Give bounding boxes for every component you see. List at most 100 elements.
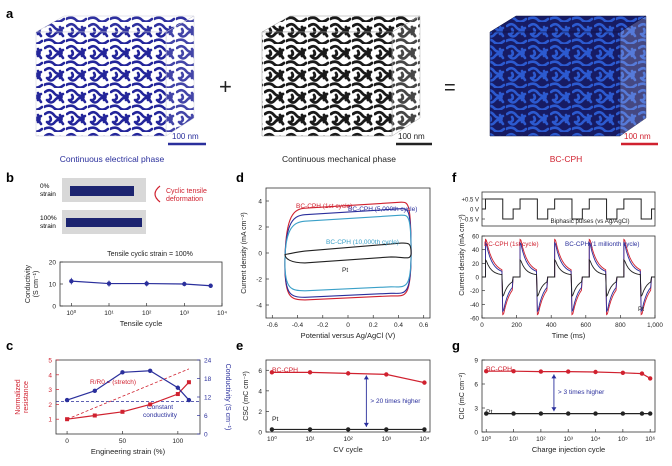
annotation-g: > 3 times higher <box>558 389 605 396</box>
x-tick-label: 10² <box>343 436 353 443</box>
y-tick-label: -4 <box>256 303 262 310</box>
x-axis-label: Engineering strain (%) <box>91 447 166 456</box>
y-tick-label: 0 <box>476 275 480 282</box>
data-point <box>186 380 191 385</box>
current-trace <box>482 258 655 298</box>
data-point <box>92 388 97 394</box>
cv-loop <box>284 242 412 264</box>
y-tick-label: 4 <box>258 388 262 395</box>
y-tick-label: 60 <box>472 234 479 241</box>
cube-mechanical <box>261 15 421 137</box>
data-point <box>269 370 275 375</box>
legend-g-1: BC-CPH <box>486 366 512 373</box>
x-tick-label: -0.6 <box>267 322 279 329</box>
x-tick-label: 10¹ <box>509 436 519 443</box>
arrow-head-up <box>551 374 557 379</box>
data-point <box>566 411 571 416</box>
y-tick-label: 5 <box>48 358 52 365</box>
y-axis-label: Current density (mA cm⁻²) <box>459 214 466 296</box>
x-tick-label: 10⁰ <box>66 309 76 317</box>
scale-label-bccph: 100 nm <box>624 132 651 141</box>
legend-d-3: BC-CPH (10,000th cycle) <box>326 239 399 246</box>
x-tick-label: 0.6 <box>419 322 428 329</box>
x-tick-label: 10⁴ <box>591 436 601 443</box>
x-tick-label: 0.2 <box>369 322 378 329</box>
y-axis-label: CSC (mC cm⁻²) <box>243 371 250 421</box>
y-tick-label: 2 <box>258 225 262 232</box>
legend-f-3: Pt <box>638 306 644 313</box>
x-tick-label: 50 <box>119 438 127 445</box>
y-axis-unit: (S cm⁻¹) <box>33 271 40 298</box>
legend-d-2: BC-CPH (5,000th cycle) <box>348 206 417 213</box>
data-point <box>639 411 645 416</box>
pulse-tick-label: +0.5 V <box>461 198 479 204</box>
y-tick-label: 0 <box>474 430 478 437</box>
label-0: 0% <box>40 183 50 190</box>
data-point <box>65 417 70 422</box>
y2-tick-label: 6 <box>204 413 208 420</box>
panel-letter-c: c <box>6 338 13 353</box>
data-point <box>422 380 427 385</box>
film-100-strain <box>66 218 142 227</box>
ideal-dashed-line <box>66 368 190 420</box>
label-100: 100% <box>40 215 57 222</box>
x-tick-label: 10³ <box>564 436 574 443</box>
y-tick-label: -60 <box>470 316 480 323</box>
x-tick-label: 0 <box>65 438 69 445</box>
y2-axis-label: Conductivity (S cm⁻¹) <box>224 364 231 431</box>
panel-letter-d: d <box>236 170 244 185</box>
ideal-annotation: R/R0 = (stretch) <box>90 379 136 386</box>
data-point <box>175 385 181 390</box>
data-point <box>269 427 275 432</box>
y-axis-label: Conductivity <box>25 264 32 303</box>
x-tick-label: 800 <box>615 322 626 329</box>
data-point <box>307 370 313 375</box>
panel-letter-b: b <box>6 170 14 185</box>
pulse-tick-label: −0.5 V <box>461 218 479 224</box>
y-tick-label: 3 <box>48 387 52 394</box>
data-point <box>647 411 653 416</box>
y-tick-label: 3 <box>474 406 478 413</box>
data-point <box>647 376 653 381</box>
y-tick-label: -40 <box>470 302 480 309</box>
legend-d-4: Pt <box>342 267 348 274</box>
y-axis-label: Normalized <box>15 379 22 415</box>
legend-e-1: BC-CPH <box>272 367 298 374</box>
data-point <box>120 409 125 414</box>
equals-sign: = <box>444 77 456 99</box>
data-point <box>92 413 97 418</box>
data-point <box>484 369 489 374</box>
caption-mechanical: Continuous mechanical phase <box>282 154 396 164</box>
arrow-head-down <box>363 422 369 427</box>
y-tick-label: 2 <box>48 402 52 409</box>
y-tick-label: 20 <box>49 260 57 267</box>
x-axis-label: CV cycle <box>333 445 363 454</box>
y-tick-label: 2 <box>258 409 262 416</box>
x-tick-label: 10⁰ <box>481 435 491 443</box>
x-tick-label: 10⁴ <box>217 310 227 317</box>
y-tick-label: 6 <box>258 368 262 375</box>
x-tick-label: 10² <box>536 436 546 443</box>
cube-electrical <box>35 15 195 137</box>
y-tick-label: 6 <box>474 382 478 389</box>
data-point <box>345 427 351 432</box>
x-tick-label: 10⁰ <box>267 435 277 443</box>
biphasic-pulse-line <box>482 198 655 220</box>
y2-tick-label: 0 <box>204 432 208 439</box>
current-trace <box>482 238 655 316</box>
x-tick-label: 0 <box>346 322 350 329</box>
annotation-b2: deformation <box>166 196 203 203</box>
x-tick-label: 600 <box>581 322 592 329</box>
x-axis-label: Tensile cycle <box>120 319 163 328</box>
film-0-strain <box>70 186 134 196</box>
caption-bccph: BC-CPH <box>550 154 583 164</box>
cube-bccph <box>489 15 647 137</box>
x-tick-label: 200 <box>511 322 522 329</box>
y-tick-label: 0 <box>258 251 262 258</box>
data-point <box>593 411 598 416</box>
legend-f-1: BC-CPH (1st cycle) <box>484 241 539 248</box>
data-point <box>422 427 427 432</box>
pulse-tick-label: 0 V <box>470 208 479 214</box>
legend-f-2: BC-CPH (1 millionth cycle) <box>565 241 640 248</box>
x-tick-label: 10⁶ <box>645 436 655 443</box>
